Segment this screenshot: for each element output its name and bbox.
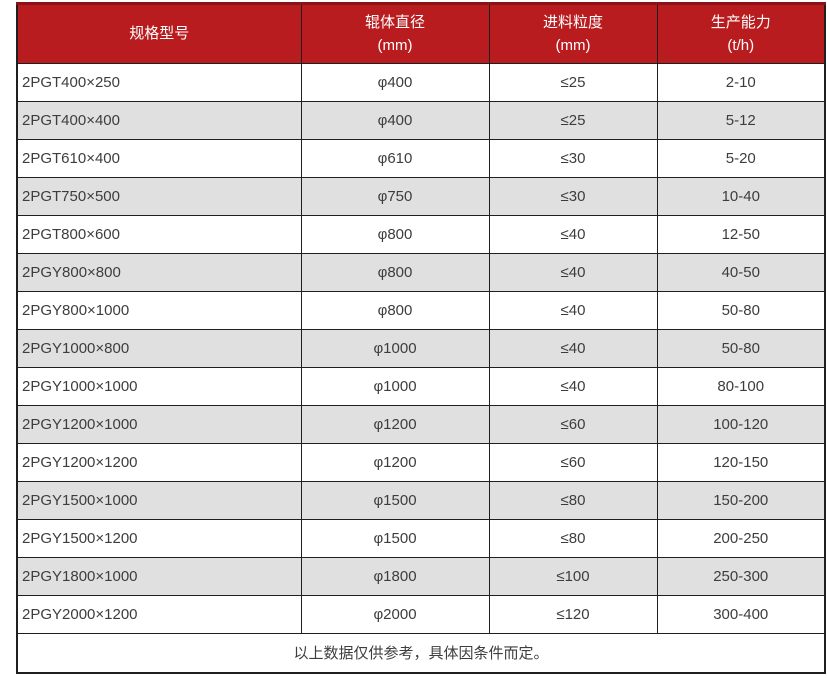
table-row: 2PGT750×500 φ750 ≤30 10-40	[16, 177, 826, 216]
capacity-cell: 80-100	[656, 367, 826, 406]
footer-row: 以上数据仅供参考，具体因条件而定。	[16, 633, 826, 673]
header-feed-size-label: 进料粒度	[542, 14, 603, 31]
header-capacity: 生产能力 (t/h)	[656, 3, 826, 64]
header-model: 规格型号	[16, 3, 302, 64]
capacity-cell: 2-10	[656, 63, 826, 102]
feed-size-cell: ≤100	[488, 557, 658, 596]
footer-note: 以上数据仅供参考，具体因条件而定。	[16, 633, 826, 673]
roller-diameter-cell: φ610	[300, 139, 490, 178]
roller-diameter-cell: φ1200	[300, 443, 490, 482]
feed-size-cell: ≤60	[488, 443, 658, 482]
header-capacity-label: 生产能力	[710, 14, 771, 31]
model-cell: 2PGY1500×1000	[16, 481, 302, 520]
model-cell: 2PGY1500×1200	[16, 519, 302, 558]
feed-size-cell: ≤40	[488, 215, 658, 254]
header-roller-diameter: 辊体直径 (mm)	[300, 3, 490, 64]
model-cell: 2PGT750×500	[16, 177, 302, 216]
capacity-cell: 300-400	[656, 595, 826, 634]
table-row: 2PGY1000×1000 φ1000 ≤40 80-100	[16, 367, 826, 406]
model-cell: 2PGY2000×1200	[16, 595, 302, 634]
feed-size-cell: ≤120	[488, 595, 658, 634]
table-row: 2PGT610×400 φ610 ≤30 5-20	[16, 139, 826, 178]
table-row: 2PGY1200×1000 φ1200 ≤60 100-120	[16, 405, 826, 444]
table-row: 2PGY800×800 φ800 ≤40 40-50	[16, 253, 826, 292]
roller-diameter-cell: φ1200	[300, 405, 490, 444]
table-row: 2PGY2000×1200 φ2000 ≤120 300-400	[16, 595, 826, 634]
capacity-cell: 250-300	[656, 557, 826, 596]
feed-size-cell: ≤40	[488, 291, 658, 330]
feed-size-cell: ≤40	[488, 253, 658, 292]
roller-diameter-cell: φ1000	[300, 329, 490, 368]
table-footer: 以上数据仅供参考，具体因条件而定。	[16, 633, 826, 673]
feed-size-cell: ≤30	[488, 177, 658, 216]
header-roller-diameter-unit: (mm)	[377, 37, 413, 54]
model-cell: 2PGY1200×1000	[16, 405, 302, 444]
roller-diameter-cell: φ800	[300, 253, 490, 292]
roller-diameter-cell: φ2000	[300, 595, 490, 634]
capacity-cell: 150-200	[656, 481, 826, 520]
table-row: 2PGT400×400 φ400 ≤25 5-12	[16, 101, 826, 140]
table-row: 2PGY1200×1200 φ1200 ≤60 120-150	[16, 443, 826, 482]
table-row: 2PGY1800×1000 φ1800 ≤100 250-300	[16, 557, 826, 596]
feed-size-cell: ≤80	[488, 519, 658, 558]
feed-size-cell: ≤80	[488, 481, 658, 520]
table-header: 规格型号 辊体直径 (mm) 进料粒度 (mm) 生产能力 (t/h)	[16, 3, 826, 64]
roller-diameter-cell: φ1500	[300, 519, 490, 558]
header-model-label: 规格型号	[129, 25, 190, 42]
table-row: 2PGY1500×1000 φ1500 ≤80 150-200	[16, 481, 826, 520]
capacity-cell: 10-40	[656, 177, 826, 216]
header-row: 规格型号 辊体直径 (mm) 进料粒度 (mm) 生产能力 (t/h)	[16, 3, 826, 64]
feed-size-cell: ≤30	[488, 139, 658, 178]
model-cell: 2PGY1800×1000	[16, 557, 302, 596]
header-capacity-unit: (t/h)	[727, 37, 755, 54]
model-cell: 2PGY1200×1200	[16, 443, 302, 482]
capacity-cell: 5-20	[656, 139, 826, 178]
roller-diameter-cell: φ750	[300, 177, 490, 216]
spec-table-container: 规格型号 辊体直径 (mm) 进料粒度 (mm) 生产能力 (t/h) 2PGT…	[16, 2, 826, 674]
model-cell: 2PGY800×1000	[16, 291, 302, 330]
model-cell: 2PGT400×400	[16, 101, 302, 140]
model-cell: 2PGY1000×800	[16, 329, 302, 368]
model-cell: 2PGT610×400	[16, 139, 302, 178]
table-row: 2PGY1500×1200 φ1500 ≤80 200-250	[16, 519, 826, 558]
model-cell: 2PGT400×250	[16, 63, 302, 102]
roller-diameter-cell: φ800	[300, 291, 490, 330]
model-cell: 2PGY800×800	[16, 253, 302, 292]
header-feed-size: 进料粒度 (mm)	[488, 3, 658, 64]
capacity-cell: 50-80	[656, 291, 826, 330]
capacity-cell: 120-150	[656, 443, 826, 482]
header-roller-diameter-label: 辊体直径	[364, 14, 425, 31]
roller-diameter-cell: φ1500	[300, 481, 490, 520]
capacity-cell: 40-50	[656, 253, 826, 292]
roller-diameter-cell: φ800	[300, 215, 490, 254]
capacity-cell: 50-80	[656, 329, 826, 368]
roller-diameter-cell: φ400	[300, 101, 490, 140]
feed-size-cell: ≤40	[488, 329, 658, 368]
feed-size-cell: ≤40	[488, 367, 658, 406]
roller-diameter-cell: φ1800	[300, 557, 490, 596]
capacity-cell: 5-12	[656, 101, 826, 140]
table-row: 2PGY1000×800 φ1000 ≤40 50-80	[16, 329, 826, 368]
roller-diameter-cell: φ1000	[300, 367, 490, 406]
model-cell: 2PGY1000×1000	[16, 367, 302, 406]
capacity-cell: 200-250	[656, 519, 826, 558]
roller-diameter-cell: φ400	[300, 63, 490, 102]
capacity-cell: 100-120	[656, 405, 826, 444]
feed-size-cell: ≤60	[488, 405, 658, 444]
table-row: 2PGY800×1000 φ800 ≤40 50-80	[16, 291, 826, 330]
table-row: 2PGT400×250 φ400 ≤25 2-10	[16, 63, 826, 102]
table-row: 2PGT800×600 φ800 ≤40 12-50	[16, 215, 826, 254]
capacity-cell: 12-50	[656, 215, 826, 254]
table-body: 2PGT400×250 φ400 ≤25 2-10 2PGT400×400 φ400 ≤25…	[16, 63, 826, 634]
spec-table: 规格型号 辊体直径 (mm) 进料粒度 (mm) 生产能力 (t/h) 2PGT…	[16, 2, 826, 674]
header-feed-size-unit: (mm)	[555, 37, 591, 54]
feed-size-cell: ≤25	[488, 63, 658, 102]
feed-size-cell: ≤25	[488, 101, 658, 140]
model-cell: 2PGT800×600	[16, 215, 302, 254]
